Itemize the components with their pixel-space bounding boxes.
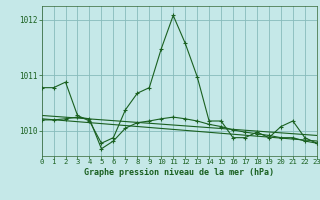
X-axis label: Graphe pression niveau de la mer (hPa): Graphe pression niveau de la mer (hPa) [84, 168, 274, 177]
